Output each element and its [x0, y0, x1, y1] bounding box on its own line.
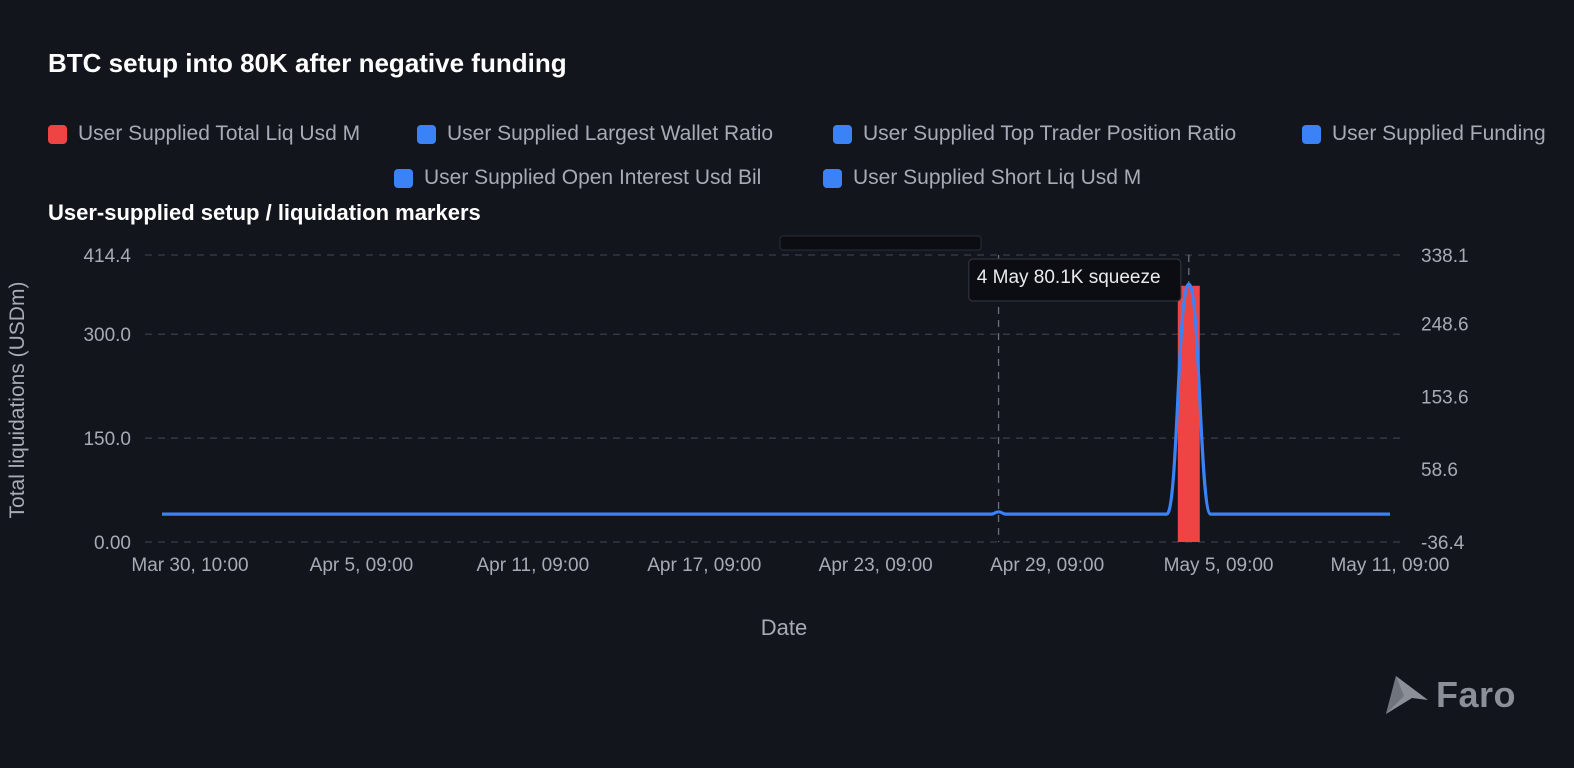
hidden-tooltip-remnant — [779, 235, 982, 251]
legend-label-largest-wallet-ratio: User Supplied Largest Wallet Ratio — [447, 122, 774, 145]
legend-item-total-liq[interactable]: User Supplied Total Liq Usd M — [48, 122, 360, 146]
chart-title: BTC setup into 80K after negative fundin… — [48, 48, 567, 78]
series-layer — [161, 282, 1390, 542]
annotation-label-1: 4 May 80.1K squeeze — [977, 267, 1161, 288]
right-tick-label-3: 58.6 — [1421, 460, 1458, 481]
x-tick-label-3: Apr 17, 09:00 — [647, 555, 761, 576]
x-tick-label-7: May 11, 09:00 — [1330, 555, 1449, 576]
legend-item-funding[interactable]: User Supplied Funding — [1302, 122, 1546, 146]
legend-swatch-funding — [1302, 124, 1321, 144]
left-tick-label-2: 150.0 — [83, 429, 131, 450]
y-axis-title: Total liquidations (USDm) — [6, 282, 29, 519]
line-series-0 — [161, 282, 1390, 516]
chart-legend: User Supplied Total Liq Usd M User Suppl… — [0, 114, 1574, 204]
faro-logo-icon — [1386, 676, 1428, 714]
annotation-layer: 4 May 80.1K squeeze — [968, 258, 1182, 302]
right-tick-label-0: 338.1 — [1421, 246, 1469, 267]
x-tick-label-5: Apr 29, 09:00 — [990, 555, 1104, 576]
legend-swatch-short-liq — [823, 168, 842, 188]
legend-label-top-trader-position-ratio: User Supplied Top Trader Position Ratio — [863, 122, 1237, 145]
bar-0-0 — [1177, 285, 1200, 542]
right-tick-label-4: -36.4 — [1421, 533, 1465, 554]
legend-swatch-largest-wallet-ratio — [417, 124, 436, 144]
brand-logo: Faro — [1384, 674, 1516, 716]
legend-label-open-interest: User Supplied Open Interest Usd Bil — [424, 166, 762, 189]
legend-item-short-liq[interactable]: User Supplied Short Liq Usd M — [823, 166, 1141, 190]
legend-item-largest-wallet-ratio[interactable]: User Supplied Largest Wallet Ratio — [417, 122, 773, 146]
left-tick-label-3: 0.00 — [94, 533, 131, 554]
left-tick-label-1: 300.0 — [83, 325, 131, 346]
x-axis-title: Date — [761, 615, 807, 640]
right-tick-label-2: 153.6 — [1421, 387, 1469, 408]
legend-label-total-liq: User Supplied Total Liq Usd M — [78, 122, 361, 145]
axis-layer: 414.4 300.0 150.0 0.00 338.1 248.6 153.6 58.6 -3… — [83, 246, 1468, 576]
x-tick-label-0: Mar 30, 10:00 — [131, 555, 248, 576]
brand-name: Faro — [1436, 674, 1517, 715]
legend-item-open-interest[interactable]: User Supplied Open Interest Usd Bil — [394, 166, 761, 190]
legend-swatch-top-trader-position-ratio — [833, 124, 852, 144]
x-tick-label-4: Apr 23, 09:00 — [819, 555, 933, 576]
legend-item-top-trader-position-ratio[interactable]: User Supplied Top Trader Position Ratio — [833, 122, 1236, 146]
x-tick-label-1: Apr 5, 09:00 — [310, 555, 414, 576]
left-tick-label-0: 414.4 — [83, 246, 131, 267]
legend-label-funding: User Supplied Funding — [1332, 122, 1546, 145]
x-tick-label-2: Apr 11, 09:00 — [477, 555, 590, 576]
legend-label-short-liq: User Supplied Short Liq Usd M — [853, 166, 1142, 189]
legend-swatch-total-liq — [48, 124, 67, 144]
chart-subtitle: User-supplied setup / liquidation marker… — [48, 200, 481, 225]
legend-swatch-open-interest — [394, 168, 413, 188]
right-tick-label-1: 248.6 — [1421, 315, 1469, 336]
grid-layer — [145, 254, 1405, 543]
x-tick-label-6: May 5, 09:00 — [1164, 555, 1274, 576]
annotation-box-1 — [968, 258, 1182, 302]
